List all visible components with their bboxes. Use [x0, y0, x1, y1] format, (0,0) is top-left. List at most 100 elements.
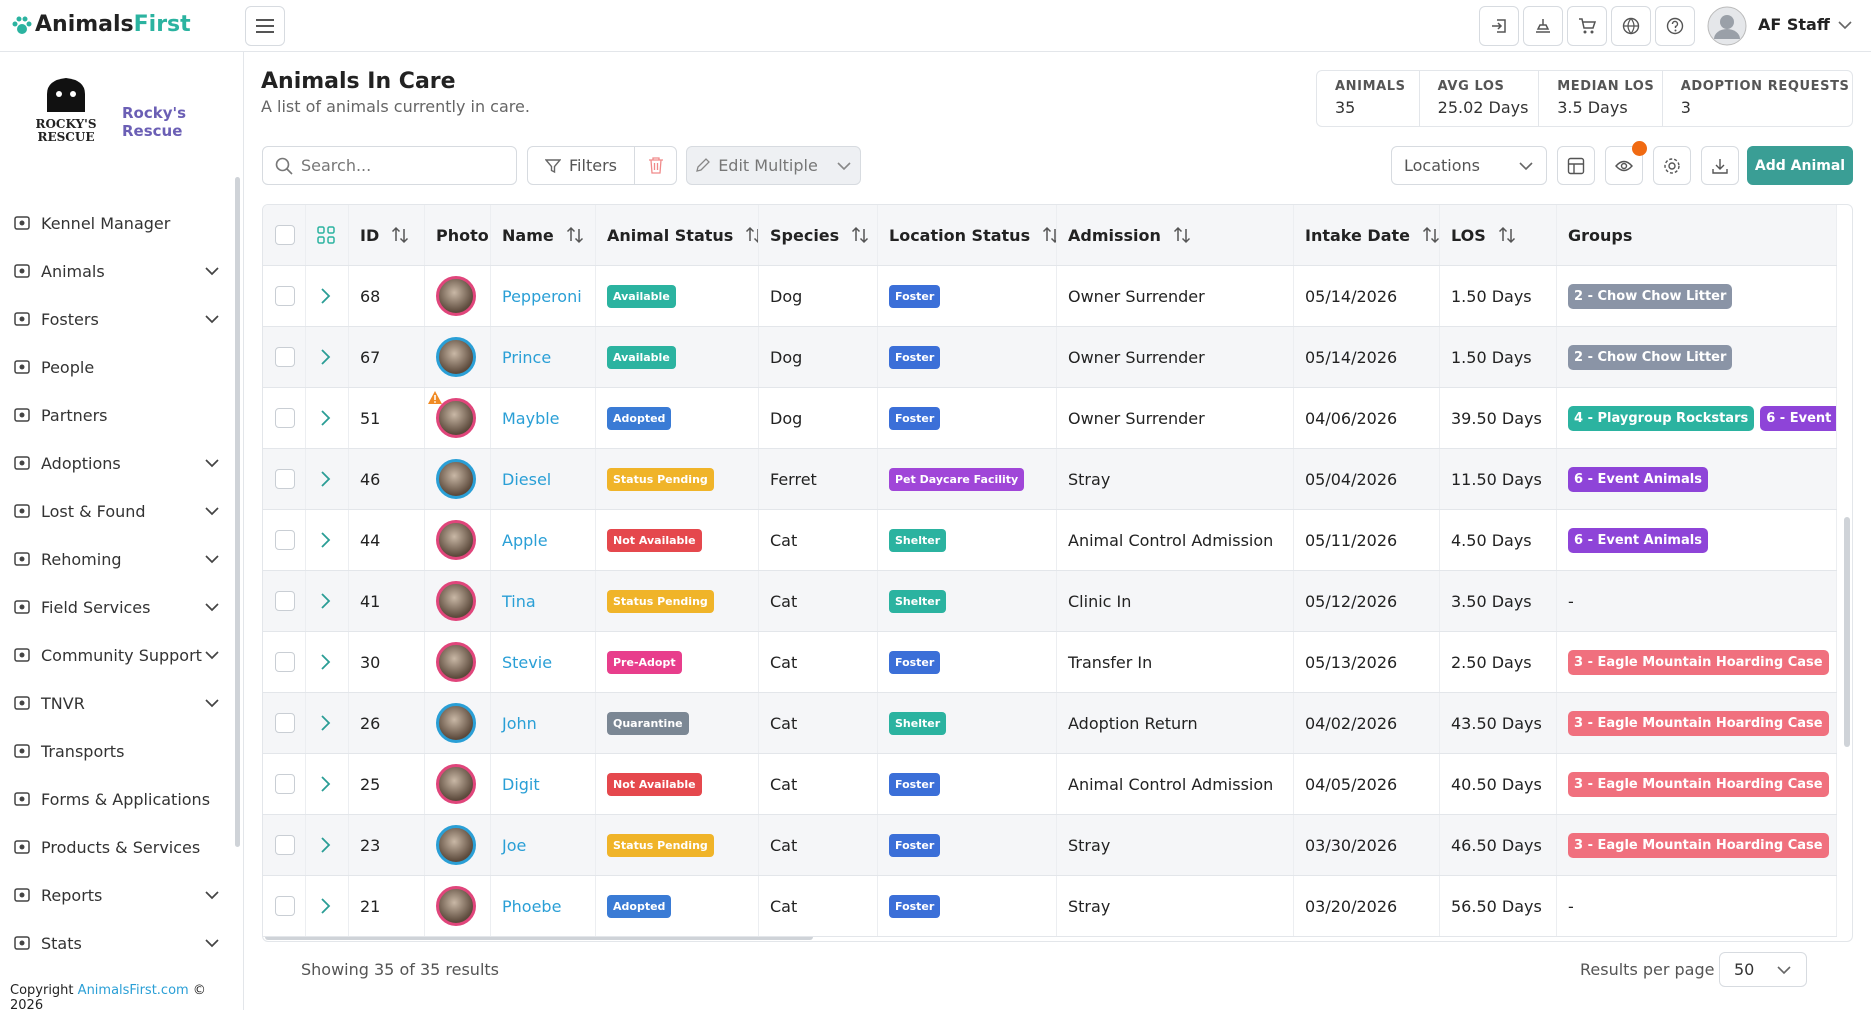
- nav-item[interactable]: Lost & Found: [0, 487, 232, 535]
- animal-name[interactable]: Joe: [502, 835, 527, 855]
- tool-button[interactable]: [1701, 146, 1739, 185]
- v-scrollbar[interactable]: [1844, 517, 1850, 747]
- photo[interactable]: [436, 581, 476, 621]
- nav-item[interactable]: Partners: [0, 391, 232, 439]
- checkbox[interactable]: [275, 896, 295, 916]
- checkbox[interactable]: [275, 591, 295, 611]
- photo[interactable]: [436, 459, 476, 499]
- group-badge[interactable]: 2 - Chow Chow Litter: [1568, 344, 1733, 370]
- photo[interactable]: [436, 825, 476, 865]
- checkbox[interactable]: [275, 469, 295, 489]
- column-header[interactable]: Admission: [1057, 205, 1294, 265]
- column-header[interactable]: Animal Status: [596, 205, 759, 265]
- nav-item[interactable]: Rehoming: [0, 535, 232, 583]
- cell[interactable]: [306, 327, 349, 387]
- nav-item[interactable]: Reports: [0, 871, 232, 919]
- animal-name[interactable]: Pepperoni: [502, 286, 582, 306]
- nav-item[interactable]: Fosters: [0, 295, 232, 343]
- photo[interactable]: [436, 764, 476, 804]
- checkbox[interactable]: [275, 713, 295, 733]
- search-box[interactable]: Search...: [262, 146, 517, 185]
- photo[interactable]: [436, 337, 476, 377]
- add-animal-button[interactable]: Add Animal: [1747, 146, 1853, 185]
- checkbox[interactable]: [275, 347, 295, 367]
- filters-button[interactable]: Filters: [527, 146, 635, 185]
- cell[interactable]: [306, 815, 349, 875]
- photo[interactable]: [436, 886, 476, 926]
- group-badge[interactable]: 6 - Event Animals: [1760, 405, 1836, 431]
- cell[interactable]: [306, 449, 349, 509]
- checkbox[interactable]: [275, 408, 295, 428]
- icon-button[interactable]: [1567, 6, 1607, 46]
- animal-name[interactable]: Tina: [502, 591, 536, 611]
- avatar[interactable]: [1707, 6, 1747, 46]
- animal-name[interactable]: Digit: [502, 774, 540, 794]
- link[interactable]: AnimalsFirst.com: [77, 983, 189, 998]
- group-badge[interactable]: 6 - Event Animals: [1568, 466, 1708, 492]
- icon-button[interactable]: [1655, 6, 1695, 46]
- nav-item[interactable]: Community Support: [0, 631, 232, 679]
- animal-name[interactable]: John: [502, 713, 537, 733]
- animal-name[interactable]: Prince: [502, 347, 552, 367]
- photo[interactable]: [436, 703, 476, 743]
- nav-item[interactable]: Animals: [0, 247, 232, 295]
- nav-item[interactable]: Adoptions: [0, 439, 232, 487]
- nav-item[interactable]: Field Services: [0, 583, 232, 631]
- cell[interactable]: [306, 571, 349, 631]
- group-badge[interactable]: 3 - Eagle Mountain Hoarding Case: [1568, 649, 1829, 675]
- nav-item[interactable]: People: [0, 343, 232, 391]
- animal-name[interactable]: Phoebe: [502, 896, 562, 916]
- group-badge[interactable]: 2 - Chow Chow Litter: [1568, 283, 1733, 309]
- brand[interactable]: AnimalsFirst: [35, 12, 191, 37]
- column-header[interactable]: Name: [491, 205, 596, 265]
- cell[interactable]: [306, 266, 349, 326]
- column-header[interactable]: Species: [759, 205, 878, 265]
- photo[interactable]: [436, 642, 476, 682]
- nav-item[interactable]: Forms & Applications: [0, 775, 232, 823]
- cell[interactable]: [306, 510, 349, 570]
- cell[interactable]: [306, 632, 349, 692]
- animal-name[interactable]: Stevie: [502, 652, 553, 672]
- nav-item[interactable]: Kennel Manager: [0, 199, 232, 247]
- tool-button[interactable]: [1653, 146, 1691, 185]
- cell[interactable]: [306, 876, 349, 936]
- nav-item[interactable]: Stats: [0, 919, 232, 967]
- animal-name[interactable]: Mayble: [502, 408, 560, 428]
- column-header[interactable]: Intake Date: [1294, 205, 1440, 265]
- photo[interactable]: [436, 398, 476, 438]
- checkbox[interactable]: [275, 286, 295, 306]
- checkbox[interactable]: [275, 774, 295, 794]
- column-header[interactable]: ID: [349, 205, 425, 265]
- checkbox[interactable]: [275, 530, 295, 550]
- tool-button[interactable]: [1557, 146, 1595, 185]
- checkbox[interactable]: [275, 835, 295, 855]
- checkbox[interactable]: [275, 652, 295, 672]
- nav-item[interactable]: Products & Services: [0, 823, 232, 871]
- cell[interactable]: [306, 388, 349, 448]
- menu-button[interactable]: [245, 6, 285, 46]
- cell[interactable]: [306, 693, 349, 753]
- group-badge[interactable]: 3 - Eagle Mountain Hoarding Case: [1568, 710, 1829, 736]
- column-header[interactable]: LOS: [1440, 205, 1557, 265]
- org-name[interactable]: Rocky's Rescue: [122, 104, 187, 140]
- icon-button[interactable]: [1523, 6, 1563, 46]
- per-page-select[interactable]: 50: [1719, 952, 1807, 987]
- column-header[interactable]: Location Status: [878, 205, 1057, 265]
- edit-multiple-button[interactable]: Edit Multiple: [686, 146, 861, 185]
- tool-button[interactable]: [1605, 146, 1643, 185]
- group-badge[interactable]: 4 - Playgroup Rockstars: [1568, 405, 1755, 431]
- scrollbar[interactable]: [235, 177, 240, 847]
- checkbox[interactable]: [275, 225, 295, 245]
- animal-name[interactable]: Diesel: [502, 469, 552, 489]
- animal-name[interactable]: Apple: [502, 530, 548, 550]
- group-badge[interactable]: 3 - Eagle Mountain Hoarding Case: [1568, 771, 1829, 797]
- locations-select[interactable]: Locations: [1391, 146, 1547, 185]
- photo[interactable]: [436, 276, 476, 316]
- icon-button[interactable]: [1479, 6, 1519, 46]
- icon-button[interactable]: [1611, 6, 1651, 46]
- nav-item[interactable]: Transports: [0, 727, 232, 775]
- user-name[interactable]: AF Staff: [1758, 15, 1830, 34]
- photo[interactable]: [436, 520, 476, 560]
- cell[interactable]: [306, 754, 349, 814]
- nav-item[interactable]: TNVR: [0, 679, 232, 727]
